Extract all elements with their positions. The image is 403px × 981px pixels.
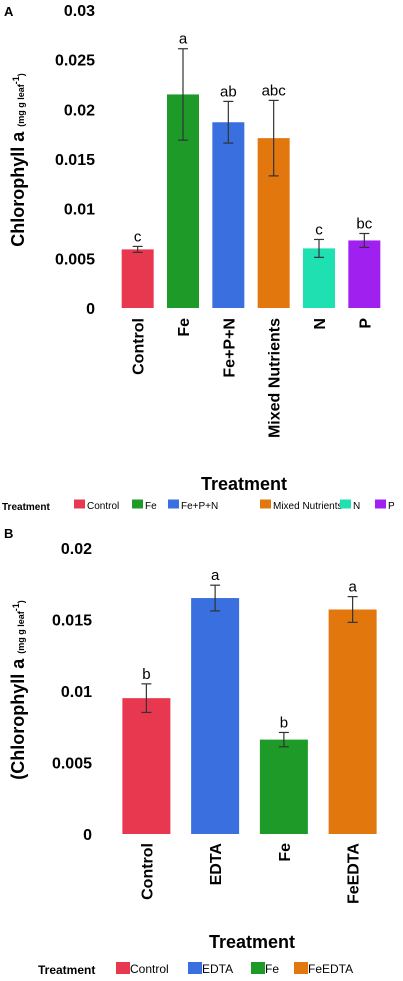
legend-swatch — [251, 962, 265, 974]
significance-letter: abc — [262, 82, 287, 99]
x-axis-label: Treatment — [201, 474, 287, 494]
bar-p — [348, 240, 381, 308]
legend-swatch — [116, 962, 130, 974]
y-axis-label: (Chlorophyll a (mg g leaf-1) — [8, 600, 28, 780]
panel-a: A 0 0.005 0.01 0.015 0.02 0.025 0.03 Chlorophyll… — [2, 3, 395, 513]
y-tick-label: 0.015 — [55, 152, 95, 169]
legend-title: Treatment — [2, 502, 50, 513]
x-tick-label: Control — [131, 318, 148, 375]
bar-fe — [259, 739, 308, 834]
y-tick-label: 0.005 — [55, 251, 95, 268]
x-tick-label: P — [357, 318, 374, 329]
significance-letter: c — [315, 221, 323, 238]
x-tick-label: EDTA — [208, 843, 225, 886]
legend-swatch — [168, 499, 179, 509]
significance-letter: c — [134, 228, 142, 245]
y-tick-label: 0.03 — [64, 3, 95, 20]
legend-title: Treatment — [38, 963, 95, 977]
legend-item-label: P — [388, 501, 395, 512]
legend-swatch — [294, 962, 308, 974]
y-tick-label: 0.01 — [61, 684, 92, 701]
legend-swatch — [188, 962, 202, 974]
significance-letter: bc — [356, 216, 372, 233]
y-tick-label: 0 — [83, 827, 92, 844]
bar-fe-p-n — [212, 122, 245, 308]
y-tick-label: 0.01 — [64, 202, 95, 219]
significance-letter: a — [179, 31, 188, 48]
legend-swatch — [132, 499, 143, 509]
y-tick-label: 0.02 — [61, 541, 92, 558]
y-axis-label: Chlorophyll a (mg g leaf-1) — [8, 73, 28, 247]
legend-swatch — [340, 499, 351, 509]
legend-item-label: N — [353, 501, 360, 512]
panel-label: B — [4, 526, 13, 541]
legend-item-label: Fe — [265, 962, 279, 976]
significance-letter: b — [280, 714, 288, 731]
bar-n — [303, 248, 335, 308]
panel-b: B 0 0.005 0.01 0.015 0.02 (Chlorophyll a (mg g… — [4, 526, 377, 977]
x-axis-label: Treatment — [209, 932, 295, 952]
x-tick-label: N — [312, 318, 329, 330]
bar-control — [122, 698, 171, 834]
legend-item-label: EDTA — [202, 962, 233, 976]
significance-letter: ab — [220, 83, 237, 100]
legend-swatch — [260, 499, 271, 509]
legend-swatch — [74, 499, 85, 509]
bar-control — [121, 249, 154, 308]
legend-item-label: Control — [87, 501, 119, 512]
panel-label: A — [4, 4, 14, 19]
x-tick-label: Control — [139, 843, 156, 900]
significance-letter: a — [348, 579, 357, 596]
legend-item-label: FeEDTA — [308, 962, 353, 976]
x-tick-label: FeEDTA — [346, 843, 363, 904]
legend-item-label: Control — [130, 962, 169, 976]
bar-edta — [191, 598, 240, 834]
y-tick-label: 0.005 — [52, 756, 92, 773]
x-tick-label: Mixed Nutrients — [267, 318, 284, 438]
y-tick-label: 0 — [86, 301, 95, 318]
x-tick-label: Fe — [277, 843, 294, 862]
significance-letter: b — [142, 666, 150, 683]
x-tick-label: Fe — [176, 318, 193, 337]
x-tick-label: Fe+P+N — [221, 318, 238, 378]
legend-item-label: Mixed Nutrients — [273, 501, 342, 512]
y-tick-label: 0.015 — [52, 613, 92, 630]
bar-feedta — [328, 609, 377, 834]
y-tick-label: 0.025 — [55, 53, 95, 70]
legend-item-label: Fe — [145, 501, 157, 512]
legend-swatch — [375, 499, 386, 509]
y-tick-label: 0.02 — [64, 102, 95, 119]
significance-letter: a — [211, 567, 220, 584]
legend-item-label: Fe+P+N — [181, 501, 218, 512]
